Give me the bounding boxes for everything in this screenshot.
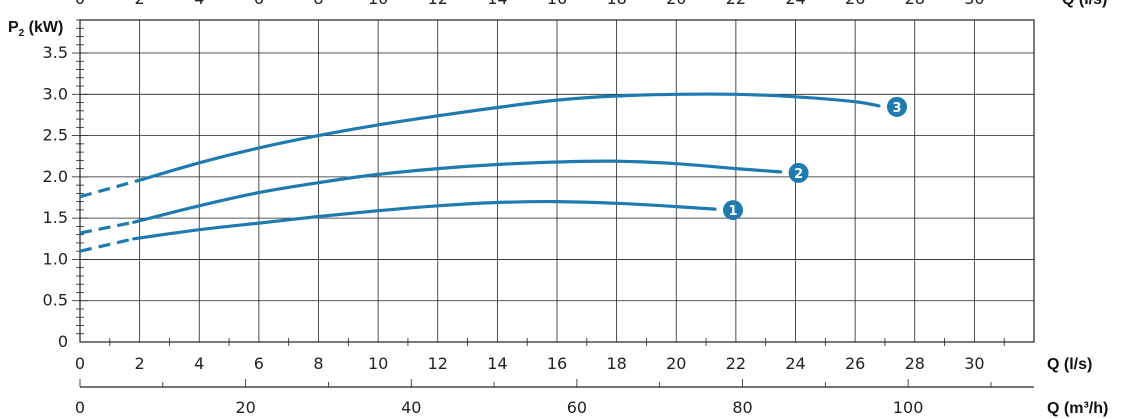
top-tick-label: 4	[194, 0, 204, 8]
x-axis-title: Q (l/s)	[1047, 356, 1092, 373]
plot-frame	[79, 19, 1035, 343]
series-curve-2	[132, 159, 783, 224]
top-tick-label: 18	[606, 0, 626, 8]
x-tick-label: 2	[135, 354, 145, 373]
series-badge-label-2: 2	[794, 167, 803, 182]
x-tick-label: 14	[487, 354, 507, 373]
series-dash-1	[79, 237, 135, 253]
x-tick-label: 28	[905, 354, 925, 373]
x-tick-label: 24	[785, 354, 805, 373]
top-tick-label: 14	[487, 0, 507, 8]
top-tick-label: 2	[135, 0, 145, 8]
minor-ticks	[72, 19, 1005, 387]
top-tick-label: 28	[905, 0, 925, 8]
top-tick-label: 16	[547, 0, 567, 8]
x-tick-label: 22	[726, 354, 746, 373]
y-tick-label: 3.5	[43, 43, 68, 62]
series-curve-1	[132, 199, 717, 241]
top-tick-label: 26	[845, 0, 865, 8]
y-tick-label: 2.0	[43, 167, 68, 186]
x2-tick-label: 60	[567, 398, 587, 417]
x2-tick-label: 80	[732, 398, 752, 417]
series-badge-label-1: 1	[728, 204, 737, 219]
x-tick-label: 26	[845, 354, 865, 373]
x-tick-label: 18	[606, 354, 626, 373]
series-curves	[79, 92, 881, 253]
x-tick-label: 16	[547, 354, 567, 373]
series-badge-3	[886, 96, 907, 117]
y-tick-label: 1.0	[43, 249, 68, 268]
top-tick-label: 6	[254, 0, 264, 8]
series-dash-3	[79, 178, 141, 199]
top-tick-label: 22	[726, 0, 746, 8]
top-tick-label: 24	[785, 0, 805, 8]
x2-tick-label: 20	[235, 398, 255, 417]
top-axis-title: Q (l/s)	[1062, 0, 1107, 8]
top-tick-label: 20	[666, 0, 686, 8]
series-curve-3	[138, 92, 881, 182]
top-tick-label: 10	[368, 0, 388, 8]
x-tick-label: 4	[194, 354, 204, 373]
y-tick-label: 0.5	[43, 291, 68, 310]
x2-tick-label: 100	[893, 398, 924, 417]
x-tick-label: 10	[368, 354, 388, 373]
x-tick-label: 30	[964, 354, 984, 373]
top-tick-label: 12	[428, 0, 448, 8]
x-tick-label: 12	[428, 354, 448, 373]
top-tick-label: 0	[75, 0, 85, 8]
y-axis-title: P2 (kW)	[8, 19, 63, 39]
series-dash-2	[79, 220, 134, 235]
y-tick-label: 3.0	[43, 84, 68, 103]
y-tick-label: 0	[58, 332, 68, 351]
series-badge-2	[788, 162, 809, 183]
x-tick-label: 8	[313, 354, 323, 373]
curve-badges: 1 2 3	[723, 96, 907, 221]
y-tick-label: 2.5	[43, 126, 68, 145]
top-tick-label: 8	[313, 0, 323, 8]
tick-labels: 00.51.01.52.02.53.03.50 2 4 6 8 10 12 14 16 18 20 2…	[43, 0, 985, 417]
top-tick-label: 30	[964, 0, 984, 8]
x-tick-label: 6	[254, 354, 264, 373]
x-tick-label: 0	[75, 354, 85, 373]
x2-axis-title: Q (m³/h)	[1047, 400, 1108, 417]
x2-tick-label: 0	[75, 398, 85, 417]
grid	[79, 19, 1035, 388]
x-tick-label: 20	[666, 354, 686, 373]
x2-tick-label: 40	[401, 398, 421, 417]
series-badge-label-3: 3	[892, 101, 901, 116]
series-badge-1	[723, 200, 744, 221]
y-tick-label: 1.5	[43, 208, 68, 227]
